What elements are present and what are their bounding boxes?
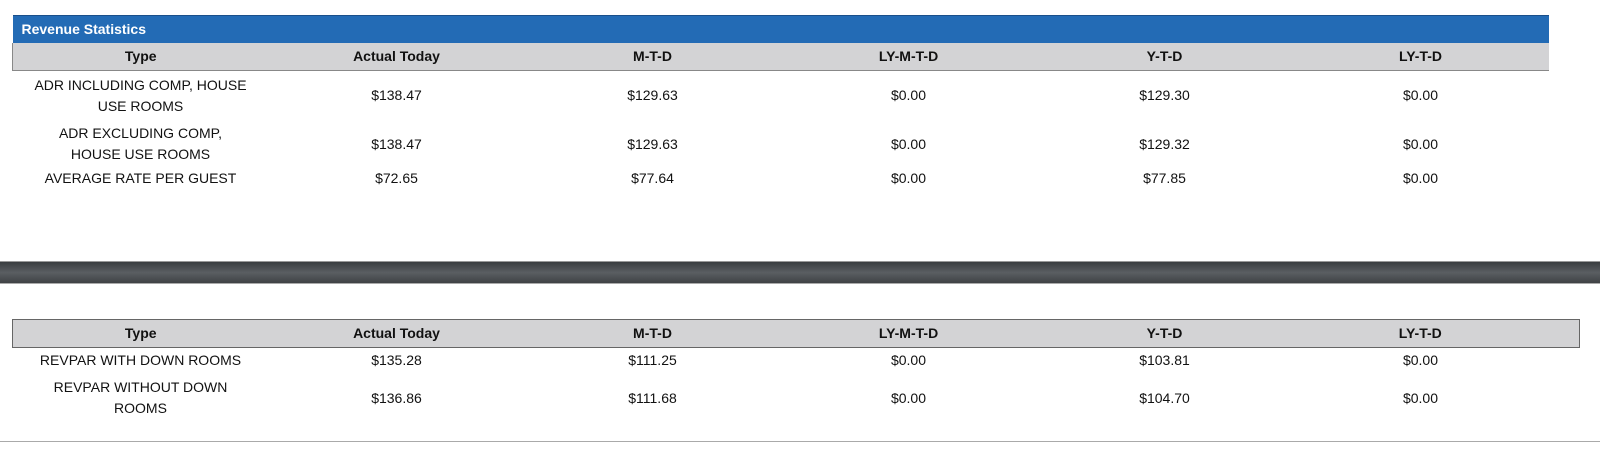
column-header: Y-T-D (1036, 319, 1293, 348)
cell-value: $0.00 (1402, 87, 1439, 103)
cell-value: $0.00 (890, 135, 927, 152)
cell-value: $77.64 (631, 170, 674, 186)
cell-value: $0.00 (890, 170, 927, 186)
cell-value: $135.28 (371, 352, 422, 368)
cell-value: $129.32 (1139, 135, 1190, 152)
cell-value: $0.00 (1402, 170, 1439, 186)
cell-value: $104.70 (1139, 389, 1190, 406)
cell-value: $138.47 (371, 135, 422, 152)
cell-value: $72.65 (375, 170, 418, 186)
column-header: M-T-D (524, 319, 781, 348)
cell-value: $111.68 (628, 389, 677, 406)
table-header: Type Actual Today M-T-D LY-M-T-D Y-T-D L… (12, 43, 1549, 71)
column-header: LY-M-T-D (780, 319, 1037, 348)
cell-value: $0.00 (890, 389, 927, 406)
cell-value: $136.86 (371, 389, 422, 406)
column-header: Actual Today (268, 319, 525, 348)
cell-value: $0.00 (1402, 352, 1439, 368)
table-row: REVPAR WITHOUT DOWN ROOMS $136.86 $111.6… (13, 373, 1580, 423)
table-header: Type Actual Today M-T-D LY-M-T-D Y-T-D L… (12, 319, 1580, 348)
table-row: REVPAR WITH DOWN ROOMS $135.28 $111.25 $… (13, 348, 1580, 374)
section-divider (0, 261, 1600, 284)
table-row: ADR EXCLUDING COMP, HOUSE USE ROOMS $138… (13, 120, 1549, 168)
cell-value: $0.00 (1402, 389, 1439, 406)
cell-type: REVPAR WITH DOWN ROOMS (39, 352, 242, 368)
column-header: M-T-D (524, 43, 781, 71)
column-header: Type (12, 43, 269, 71)
table-row: AVERAGE RATE PER GUEST $72.65 $77.64 $0.… (13, 168, 1549, 194)
bottom-divider (0, 441, 1600, 442)
section-title: Revenue Statistics (12, 15, 1549, 43)
cell-value: $129.63 (627, 135, 678, 152)
cell-value: $138.47 (371, 87, 422, 103)
revenue-statistics-table: Revenue Statistics Type Actual Today M-T… (12, 15, 1549, 194)
column-header: Actual Today (268, 43, 525, 71)
cell-value: $103.81 (1139, 352, 1190, 368)
cell-value: $111.25 (628, 352, 677, 368)
cell-value: $0.00 (1402, 135, 1439, 152)
column-header: LY-T-D (1292, 319, 1580, 348)
column-header: LY-T-D (1292, 43, 1549, 71)
cell-value: $77.85 (1143, 170, 1186, 186)
cell-type: ADR EXCLUDING COMP, HOUSE USE ROOMS (58, 125, 223, 162)
cell-type: ADR INCLUDING COMP, HOUSE USE ROOMS (34, 76, 247, 114)
column-header: LY-M-T-D (780, 43, 1037, 71)
revpar-table: Type Actual Today M-T-D LY-M-T-D Y-T-D L… (12, 319, 1580, 423)
cell-value: $129.63 (627, 87, 678, 103)
cell-type: AVERAGE RATE PER GUEST (44, 170, 237, 186)
cell-type: REVPAR WITHOUT DOWN ROOMS (53, 379, 228, 416)
cell-value: $0.00 (890, 352, 927, 368)
cell-value: $129.30 (1139, 87, 1190, 103)
column-header: Type (12, 319, 269, 348)
cell-value: $0.00 (890, 87, 927, 103)
table-row: ADR INCLUDING COMP, HOUSE USE ROOMS $138… (13, 71, 1549, 121)
column-header: Y-T-D (1036, 43, 1293, 71)
